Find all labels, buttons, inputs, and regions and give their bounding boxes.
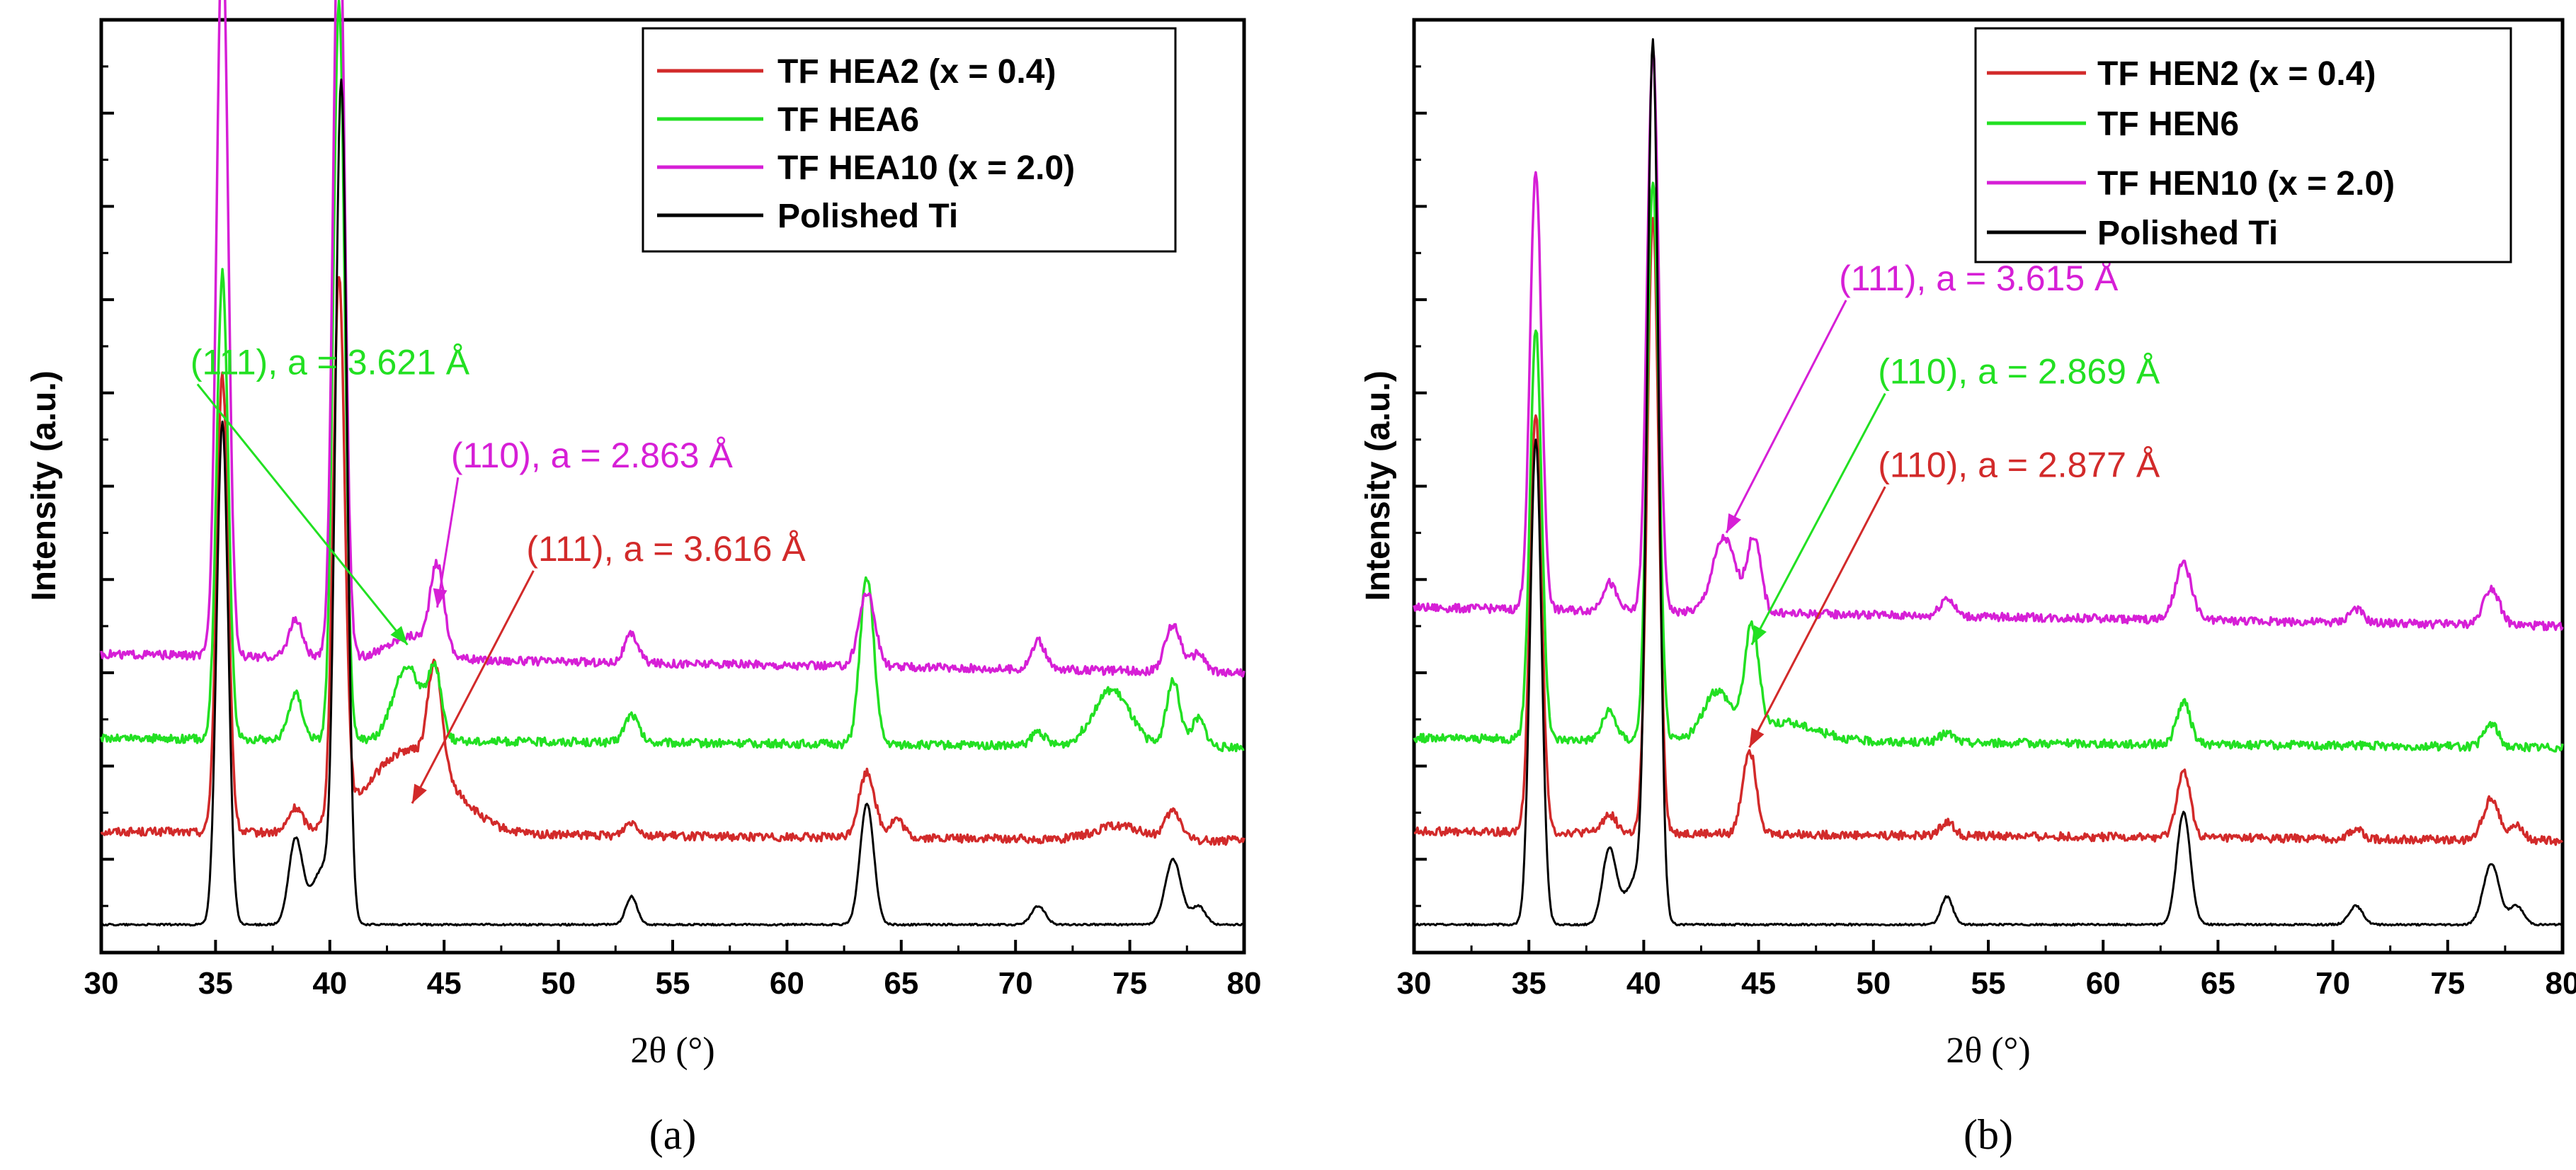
x-tick-label: 35: [198, 966, 233, 1001]
series-line-red: [1413, 217, 2564, 846]
x-tick-label: 75: [2430, 966, 2465, 1001]
series-line-green: [100, 0, 1245, 753]
legend-box-b: [1974, 27, 2512, 263]
x-tick-label: 50: [1856, 966, 1891, 1001]
annotation-arrow-line: [436, 477, 460, 608]
annotations-a: (111), a = 3.621 Å (110), a = 2.863 Å (111…: [190, 342, 806, 804]
x-tick-label: 50: [541, 966, 576, 1001]
annotation-label: (110), a = 2.869 Å: [1878, 352, 2160, 392]
series-line-magenta: [1413, 46, 2564, 632]
annotation-arrow-line: [1748, 486, 1886, 748]
x-tick-label: 55: [1971, 966, 2006, 1001]
series-line-green: [1413, 181, 2564, 753]
series-line-magenta: [100, 0, 1246, 678]
x-tick-label: 55: [656, 966, 690, 1001]
annotation-arrowhead: [1751, 625, 1767, 645]
x-tick-label: 70: [2315, 966, 2350, 1001]
annotation-label: (110), a = 2.877 Å: [1878, 445, 2160, 484]
legend-label-a-1: TF HEA6: [777, 101, 919, 139]
legend-label-b-0: TF HEN2 (x = 0.4): [2097, 55, 2376, 93]
annotation-arrowhead: [390, 625, 408, 645]
legend-label-b-3: Polished Ti: [2097, 215, 2278, 252]
annotation-label: (111), a = 3.615 Å: [1839, 259, 2119, 298]
legend-label-b-2: TF HEN10 (x = 2.0): [2097, 165, 2395, 203]
annotation-arrowhead: [1726, 513, 1741, 533]
annotation-arrowhead: [412, 783, 427, 804]
x-tick-label: 65: [2201, 966, 2235, 1001]
legend-label-a-2: TF HEA10 (x = 2.0): [777, 149, 1075, 187]
annotation-label: (110), a = 2.863 Å: [451, 436, 734, 475]
x-tick-label: 65: [884, 966, 918, 1001]
x-tick-label: 80: [1227, 966, 1262, 1001]
y-axis-title-b: Intensity (a.u.): [1360, 370, 1397, 601]
series-group-b: [1413, 38, 2564, 927]
x-axis-title-a: 2θ (°): [630, 1030, 714, 1071]
tick-marks-b: 30 35 40 45 50 55 60 65 70 75 80: [1397, 18, 2576, 1001]
series-line-black: [100, 78, 1246, 927]
legend-label-a-0: TF HEA2 (x = 0.4): [777, 53, 1056, 91]
annotation-arrow-line: [411, 570, 535, 804]
legend-label-a-3: Polished Ti: [777, 198, 958, 235]
annotations-b: (111), a = 3.615 Å (110), a = 2.869 Å (110…: [1725, 259, 2160, 748]
x-tick-label: 70: [998, 966, 1033, 1001]
series-group-a: [100, 0, 1246, 927]
y-axis-title-a: Intensity (a.u.): [25, 370, 63, 601]
x-tick-label: 60: [2086, 966, 2121, 1001]
annotation-label: (111), a = 3.621 Å: [190, 342, 470, 382]
annotation-label: (111), a = 3.616 Å: [526, 529, 806, 569]
x-tick-label: 45: [1741, 966, 1776, 1001]
x-tick-label: 30: [84, 966, 119, 1001]
x-axis-title-b: 2θ (°): [1946, 1030, 2030, 1071]
caption-b: (b): [1964, 1111, 2013, 1158]
series-line-red: [100, 276, 1246, 846]
x-tick-label: 60: [770, 966, 804, 1001]
panel-b: 30 35 40 45 50 55 60 65 70 75 80 (111), a = 3.615 …: [1360, 18, 2576, 1158]
panel-a: 30 35 40 45 50 55 60 65 70 75 80 (111), a = 3.621 …: [25, 0, 1261, 1158]
annotation-arrow-line: [1725, 300, 1847, 534]
legend-a: TF HEA2 (x = 0.4) TF HEA6 TF HEA10 (x = …: [642, 27, 1177, 253]
x-tick-label: 35: [1512, 966, 1546, 1001]
series-line-black: [1413, 38, 2563, 927]
annotation-arrow-line: [196, 383, 409, 646]
annotation-arrowhead: [433, 588, 448, 608]
annotation-arrowhead: [1749, 727, 1765, 748]
tick-marks-a: 30 35 40 45 50 55 60 65 70 75 80: [84, 18, 1262, 1001]
x-tick-label: 75: [1112, 966, 1147, 1001]
x-tick-label: 80: [2546, 966, 2576, 1001]
x-tick-label: 40: [1626, 966, 1661, 1001]
caption-a: (a): [649, 1111, 697, 1158]
x-tick-label: 40: [312, 966, 347, 1001]
x-tick-label: 45: [427, 966, 462, 1001]
legend-b: TF HEN2 (x = 0.4) TF HEN6 TF HEN10 (x = …: [1974, 27, 2512, 263]
legend-label-b-1: TF HEN6: [2097, 106, 2239, 143]
x-tick-label: 30: [1397, 966, 1432, 1001]
annotation-arrow-line: [1750, 392, 1886, 646]
